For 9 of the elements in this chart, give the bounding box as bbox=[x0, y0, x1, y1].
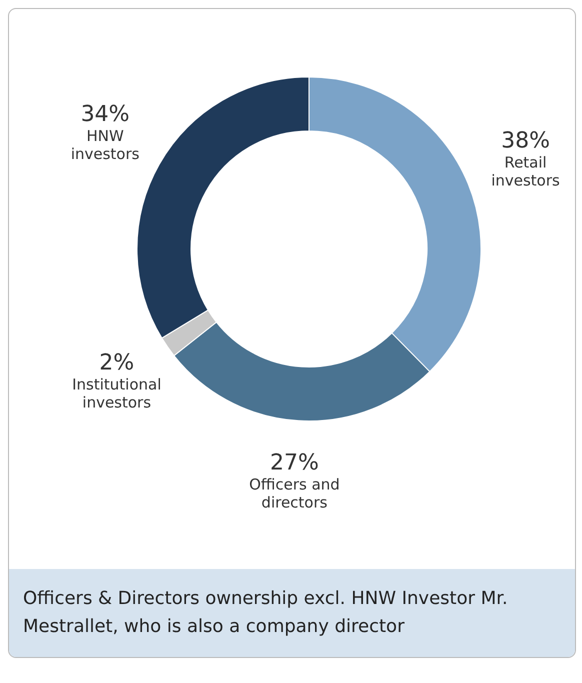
slice-label: Officers and directors bbox=[249, 476, 340, 512]
slice-label: HNW investors bbox=[70, 127, 140, 164]
data-label: 34% bbox=[80, 102, 130, 128]
slice-label: Institutional investors bbox=[72, 375, 162, 412]
data-label: 27% bbox=[270, 450, 319, 476]
slice-label: Retail investors bbox=[491, 153, 560, 190]
text: Officers & Directors ownership excl. HNW Investor Mr. Mestrallet, who is also a company director bbox=[23, 587, 509, 639]
data-label: 38% bbox=[501, 128, 550, 154]
data-label: 2% bbox=[99, 350, 134, 376]
